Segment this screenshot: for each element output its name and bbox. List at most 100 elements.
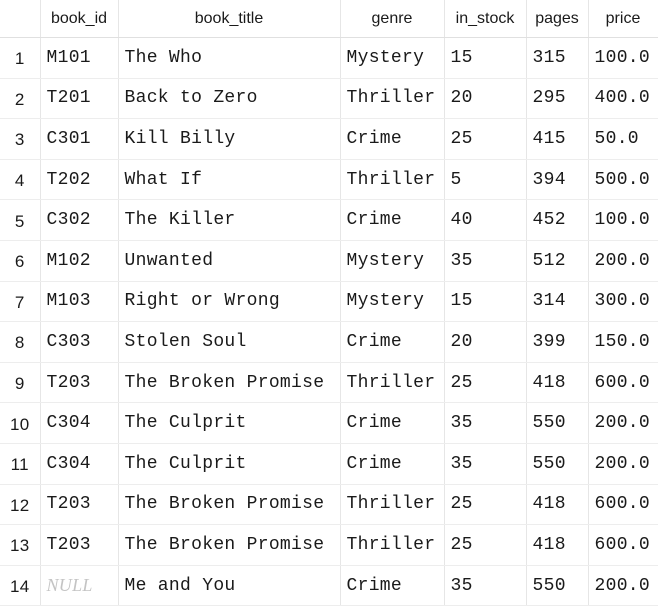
cell-price[interactable]: 600.0 [588, 484, 658, 526]
row-number[interactable]: 8 [0, 321, 41, 363]
table-row[interactable]: 3 C301 Kill Billy Crime 25 415 50.0 [0, 118, 658, 160]
cell-pages[interactable]: 550 [526, 565, 589, 606]
cell-pages[interactable]: 418 [526, 362, 589, 404]
row-number[interactable]: 1 [0, 37, 41, 79]
column-header-genre[interactable]: genre [340, 0, 445, 38]
cell-book-id[interactable]: T203 [40, 484, 119, 526]
cell-book-id[interactable]: C304 [40, 443, 119, 485]
cell-genre[interactable]: Mystery [340, 240, 445, 282]
cell-price[interactable]: 200.0 [588, 402, 658, 444]
cell-price[interactable]: 100.0 [588, 37, 658, 79]
column-header-pages[interactable]: pages [526, 0, 589, 38]
row-number[interactable]: 5 [0, 199, 41, 241]
cell-price[interactable]: 400.0 [588, 78, 658, 120]
cell-price[interactable]: 600.0 [588, 362, 658, 404]
row-number[interactable]: 10 [0, 402, 41, 444]
cell-book-id[interactable]: NULL [40, 565, 119, 606]
cell-book-id[interactable]: C303 [40, 321, 119, 363]
cell-in-stock[interactable]: 20 [444, 321, 527, 363]
cell-pages[interactable]: 550 [526, 443, 589, 485]
cell-book-title[interactable]: What If [118, 159, 341, 201]
cell-book-id[interactable]: T201 [40, 78, 119, 120]
cell-in-stock[interactable]: 20 [444, 78, 527, 120]
table-row[interactable]: 12 T203 The Broken Promise Thriller 25 418 600… [0, 484, 658, 526]
cell-in-stock[interactable]: 5 [444, 159, 527, 201]
cell-in-stock[interactable]: 15 [444, 281, 527, 323]
cell-price[interactable]: 600.0 [588, 524, 658, 566]
cell-book-title[interactable]: The Who [118, 37, 341, 79]
cell-in-stock[interactable]: 35 [444, 443, 527, 485]
row-number[interactable]: 7 [0, 281, 41, 323]
cell-pages[interactable]: 315 [526, 37, 589, 79]
cell-pages[interactable]: 418 [526, 484, 589, 526]
cell-book-title[interactable]: The Culprit [118, 402, 341, 444]
table-row[interactable]: 1 M101 The Who Mystery 15 315 100.0 [0, 37, 658, 79]
cell-book-title[interactable]: Me and You [118, 565, 341, 606]
cell-pages[interactable]: 394 [526, 159, 589, 201]
cell-book-title[interactable]: Back to Zero [118, 78, 341, 120]
table-row[interactable]: 11 C304 The Culprit Crime 35 550 200.0 [0, 443, 658, 485]
cell-book-title[interactable]: Right or Wrong [118, 281, 341, 323]
cell-in-stock[interactable]: 35 [444, 240, 527, 282]
column-header-in-stock[interactable]: in_stock [444, 0, 527, 38]
cell-book-title[interactable]: Unwanted [118, 240, 341, 282]
row-number[interactable]: 2 [0, 78, 41, 120]
table-row[interactable]: 4 T202 What If Thriller 5 394 500.0 [0, 159, 658, 201]
cell-book-id[interactable]: C304 [40, 402, 119, 444]
cell-book-title[interactable]: The Broken Promise [118, 524, 341, 566]
cell-price[interactable]: 50.0 [588, 118, 658, 160]
cell-genre[interactable]: Crime [340, 402, 445, 444]
cell-in-stock[interactable]: 40 [444, 199, 527, 241]
cell-book-id[interactable]: C301 [40, 118, 119, 160]
cell-pages[interactable]: 399 [526, 321, 589, 363]
cell-in-stock[interactable]: 25 [444, 484, 527, 526]
column-header-book-title[interactable]: book_title [118, 0, 341, 38]
cell-in-stock[interactable]: 25 [444, 524, 527, 566]
cell-pages[interactable]: 295 [526, 78, 589, 120]
table-row[interactable]: 7 M103 Right or Wrong Mystery 15 314 300.0 [0, 281, 658, 323]
cell-genre[interactable]: Thriller [340, 78, 445, 120]
cell-price[interactable]: 100.0 [588, 199, 658, 241]
row-number[interactable]: 4 [0, 159, 41, 201]
cell-genre[interactable]: Crime [340, 118, 445, 160]
cell-price[interactable]: 300.0 [588, 281, 658, 323]
cell-pages[interactable]: 418 [526, 524, 589, 566]
cell-pages[interactable]: 550 [526, 402, 589, 444]
cell-book-id[interactable]: M101 [40, 37, 119, 79]
table-row[interactable]: 5 C302 The Killer Crime 40 452 100.0 [0, 199, 658, 241]
row-number[interactable]: 13 [0, 524, 41, 566]
cell-pages[interactable]: 415 [526, 118, 589, 160]
cell-book-id[interactable]: M102 [40, 240, 119, 282]
column-header-book-id[interactable]: book_id [40, 0, 119, 38]
cell-genre[interactable]: Mystery [340, 37, 445, 79]
table-row[interactable]: 14 NULL Me and You Crime 35 550 200.0 [0, 565, 658, 606]
cell-genre[interactable]: Thriller [340, 362, 445, 404]
cell-genre[interactable]: Crime [340, 443, 445, 485]
cell-price[interactable]: 200.0 [588, 443, 658, 485]
cell-price[interactable]: 200.0 [588, 565, 658, 606]
cell-book-id[interactable]: C302 [40, 199, 119, 241]
cell-in-stock[interactable]: 35 [444, 402, 527, 444]
cell-genre[interactable]: Crime [340, 321, 445, 363]
table-row[interactable]: 10 C304 The Culprit Crime 35 550 200.0 [0, 402, 658, 444]
row-number[interactable]: 11 [0, 443, 41, 485]
table-row[interactable]: 8 C303 Stolen Soul Crime 20 399 150.0 [0, 321, 658, 363]
row-number[interactable]: 6 [0, 240, 41, 282]
cell-genre[interactable]: Thriller [340, 159, 445, 201]
row-number[interactable]: 14 [0, 565, 41, 606]
cell-genre[interactable]: Crime [340, 565, 445, 606]
cell-genre[interactable]: Thriller [340, 524, 445, 566]
cell-in-stock[interactable]: 35 [444, 565, 527, 606]
cell-in-stock[interactable]: 25 [444, 118, 527, 160]
table-row[interactable]: 9 T203 The Broken Promise Thriller 25 418 600.… [0, 362, 658, 404]
cell-book-title[interactable]: Stolen Soul [118, 321, 341, 363]
cell-in-stock[interactable]: 25 [444, 362, 527, 404]
row-number[interactable]: 9 [0, 362, 41, 404]
cell-price[interactable]: 500.0 [588, 159, 658, 201]
row-number[interactable]: 12 [0, 484, 41, 526]
cell-pages[interactable]: 314 [526, 281, 589, 323]
column-header-price[interactable]: price [588, 0, 658, 38]
cell-book-title[interactable]: Kill Billy [118, 118, 341, 160]
cell-book-id[interactable]: T203 [40, 524, 119, 566]
cell-genre[interactable]: Thriller [340, 484, 445, 526]
